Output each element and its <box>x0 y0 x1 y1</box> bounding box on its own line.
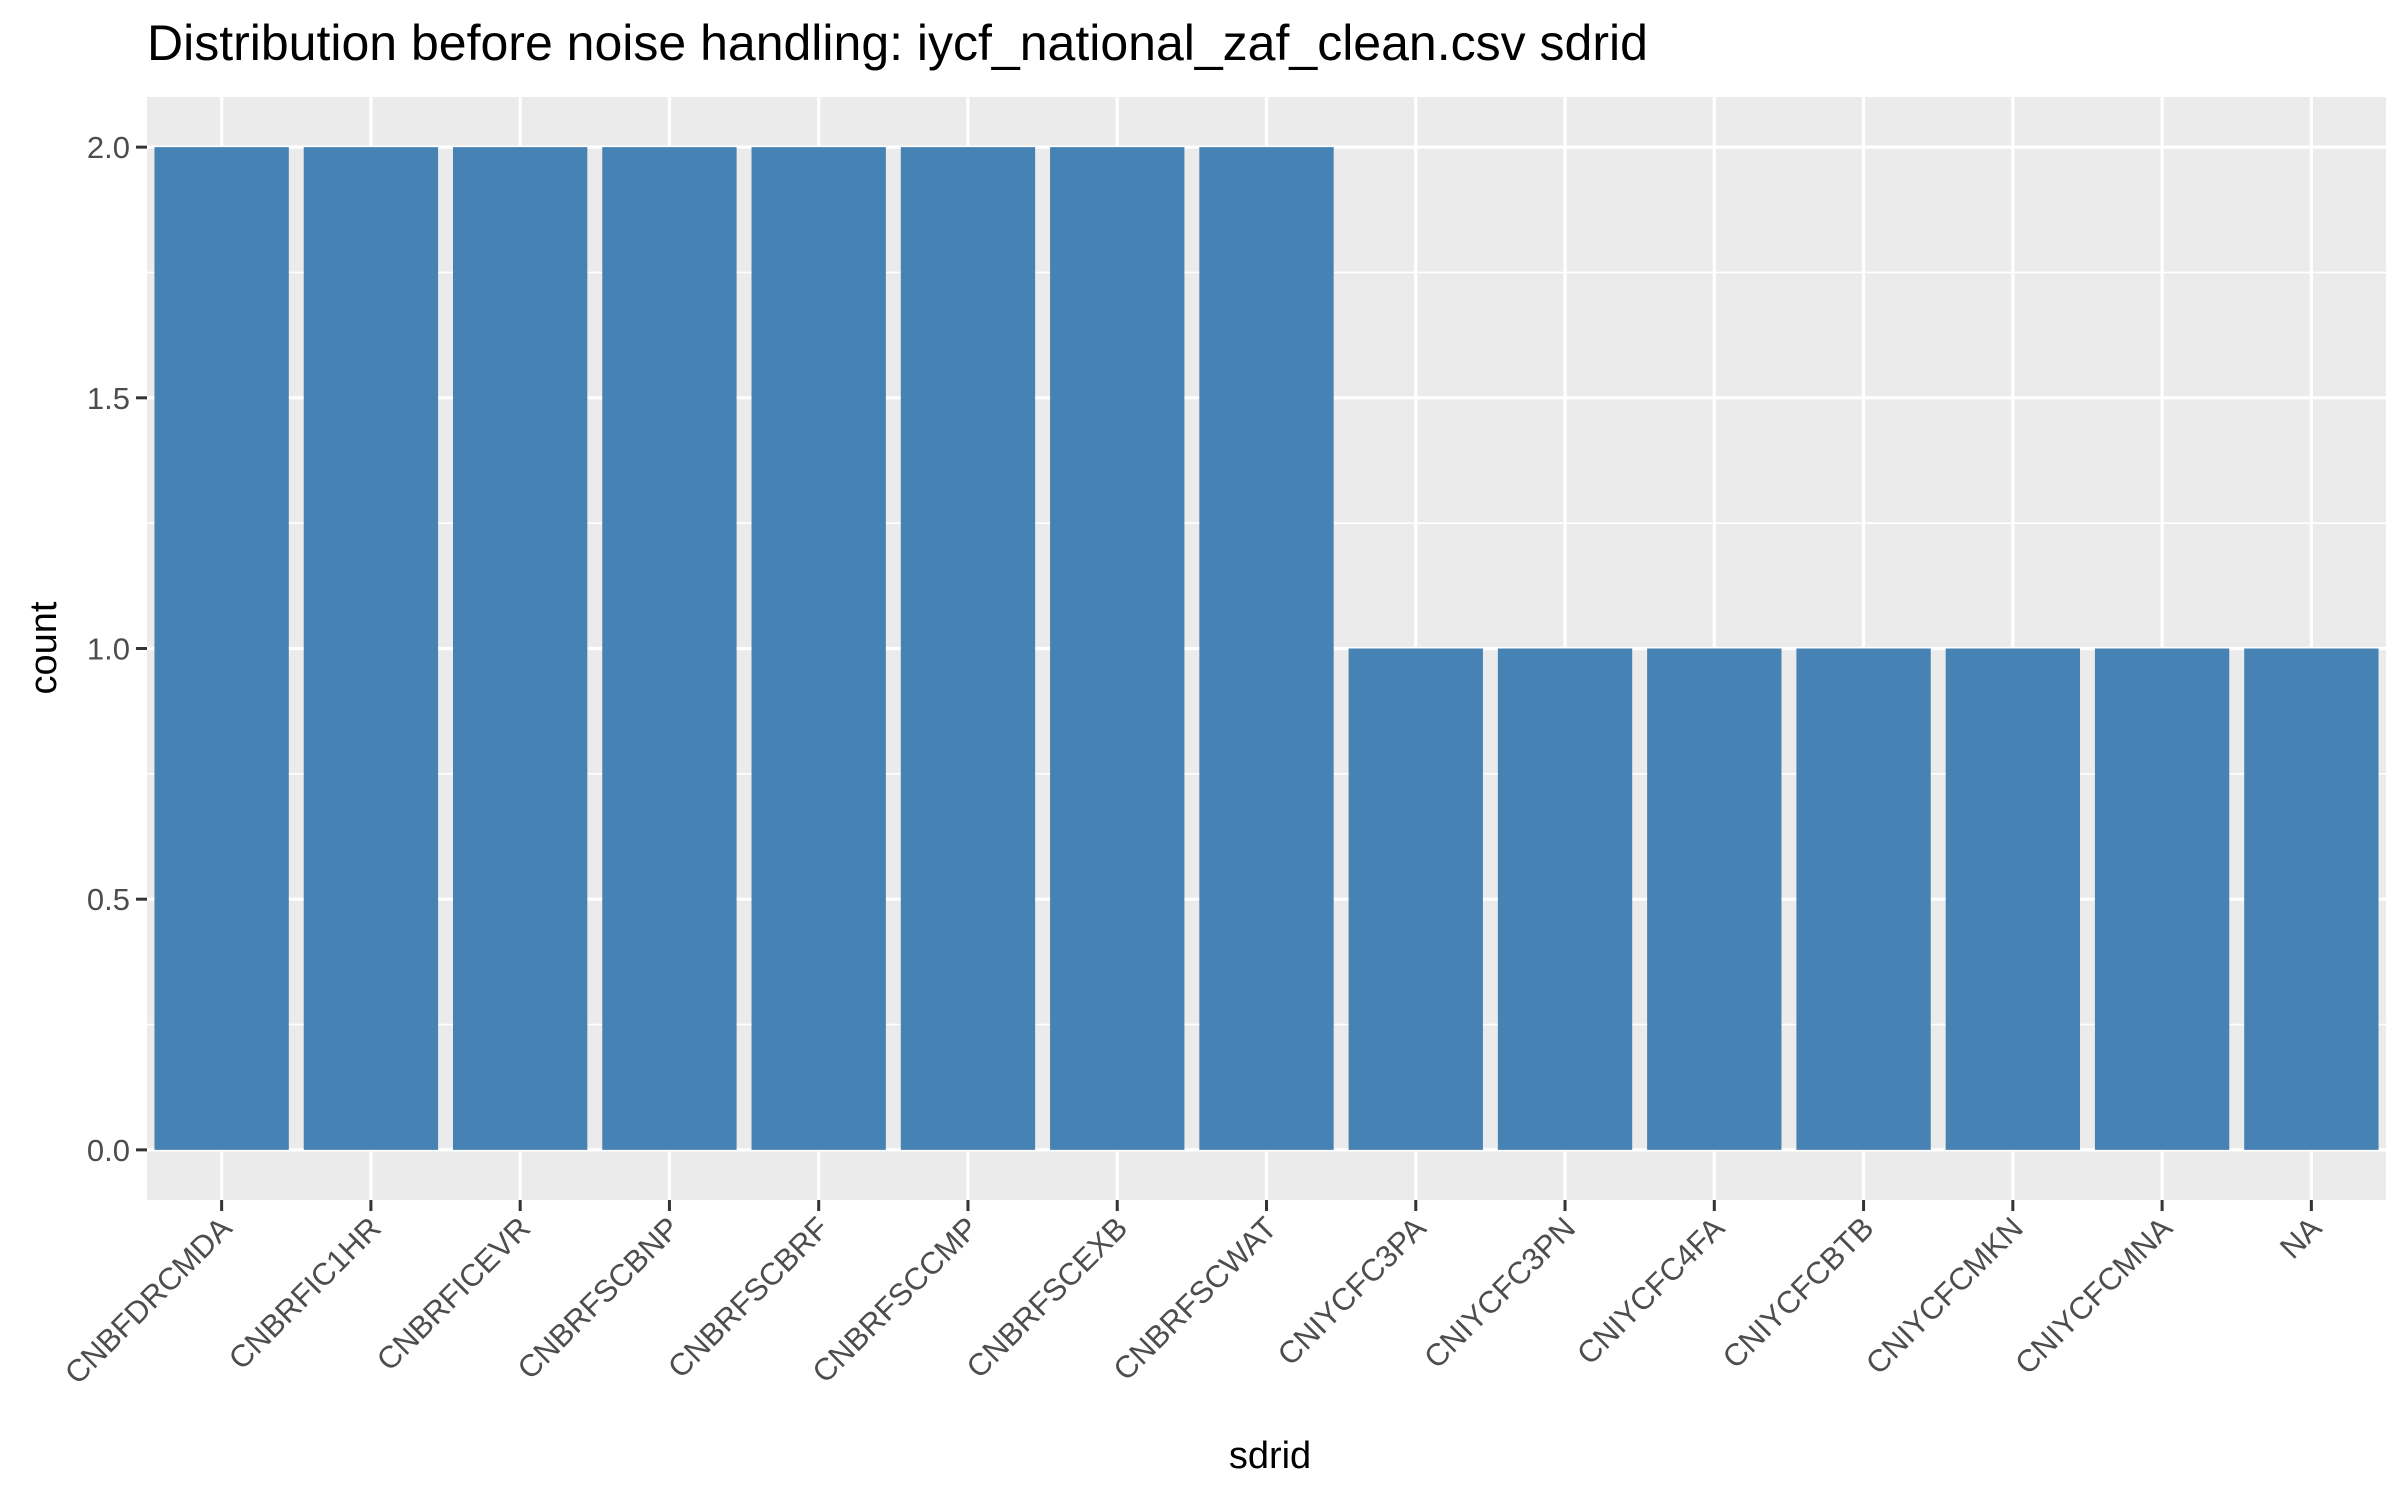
x-tick-label: CNBRFSCWAT <box>1106 1210 1283 1387</box>
x-tick-label: CNIYCFC3PN <box>1417 1210 1582 1375</box>
bar-cnbrfscbrf <box>751 147 886 1150</box>
x-tick-label: CNIYCFC3PA <box>1271 1210 1433 1372</box>
y-tick-label: 0.5 <box>87 882 130 917</box>
chart-title: Distribution before noise handling: iycf… <box>147 15 1648 71</box>
x-tick-label: CNIYCFCBTB <box>1716 1210 1881 1375</box>
bar-cniycfcbtb <box>1796 648 1931 1150</box>
bar-cnbrfscwat <box>1199 147 1334 1150</box>
x-tick-label: CNBRFSCBNP <box>511 1210 687 1386</box>
bar-cnbrfscexb <box>1050 147 1185 1150</box>
y-tick-label: 0.0 <box>87 1133 130 1168</box>
x-tick-label: CNBRFSCEXB <box>960 1210 1135 1385</box>
bar-cniycfcmna <box>2094 648 2230 1150</box>
bar-cnbrfsccmp <box>900 147 1036 1150</box>
bar-cnbrfic1hr <box>303 147 439 1150</box>
y-tick-label: 1.0 <box>87 632 130 667</box>
x-axis-title: sdrid <box>1229 1435 1311 1477</box>
x-tick-label: CNBRFSCBRF <box>661 1210 836 1385</box>
bar-na <box>2244 648 2379 1150</box>
bar-cniycfc3pn <box>1497 648 1633 1150</box>
x-tick-label: CNBRFIC1HR <box>222 1210 388 1376</box>
bar-cniycfc4fa <box>1647 648 1782 1150</box>
bars <box>154 147 2379 1150</box>
x-tick-label: NA <box>2273 1210 2328 1265</box>
y-tick-label: 1.5 <box>87 381 130 416</box>
y-axis-title: count <box>23 601 65 694</box>
x-tick-label: CNBRFICEVR <box>370 1210 537 1377</box>
x-tick-label: CNIYCFCMNA <box>2008 1210 2179 1381</box>
x-tick-label: CNIYCFCMKN <box>1859 1210 2030 1381</box>
y-tick-label: 2.0 <box>87 130 130 165</box>
bar-cniycfc3pa <box>1348 648 1483 1150</box>
bar-cnbrfscbnp <box>602 147 737 1150</box>
x-tick-label: CNIYCFC4FA <box>1570 1210 1731 1371</box>
y-axis: 0.0 0.5 1.0 1.5 2.0 <box>87 130 147 1168</box>
bar-cnbfdrcmda <box>154 147 289 1150</box>
bar-cniycfcmkn <box>1945 648 2081 1150</box>
x-axis: CNBFDRCMDACNBRFIC1HRCNBRFICEVRCNBRFSCBNP… <box>58 1200 2329 1391</box>
bar-cnbrficevr <box>452 147 588 1150</box>
x-tick-label: CNBFDRCMDA <box>58 1210 239 1391</box>
